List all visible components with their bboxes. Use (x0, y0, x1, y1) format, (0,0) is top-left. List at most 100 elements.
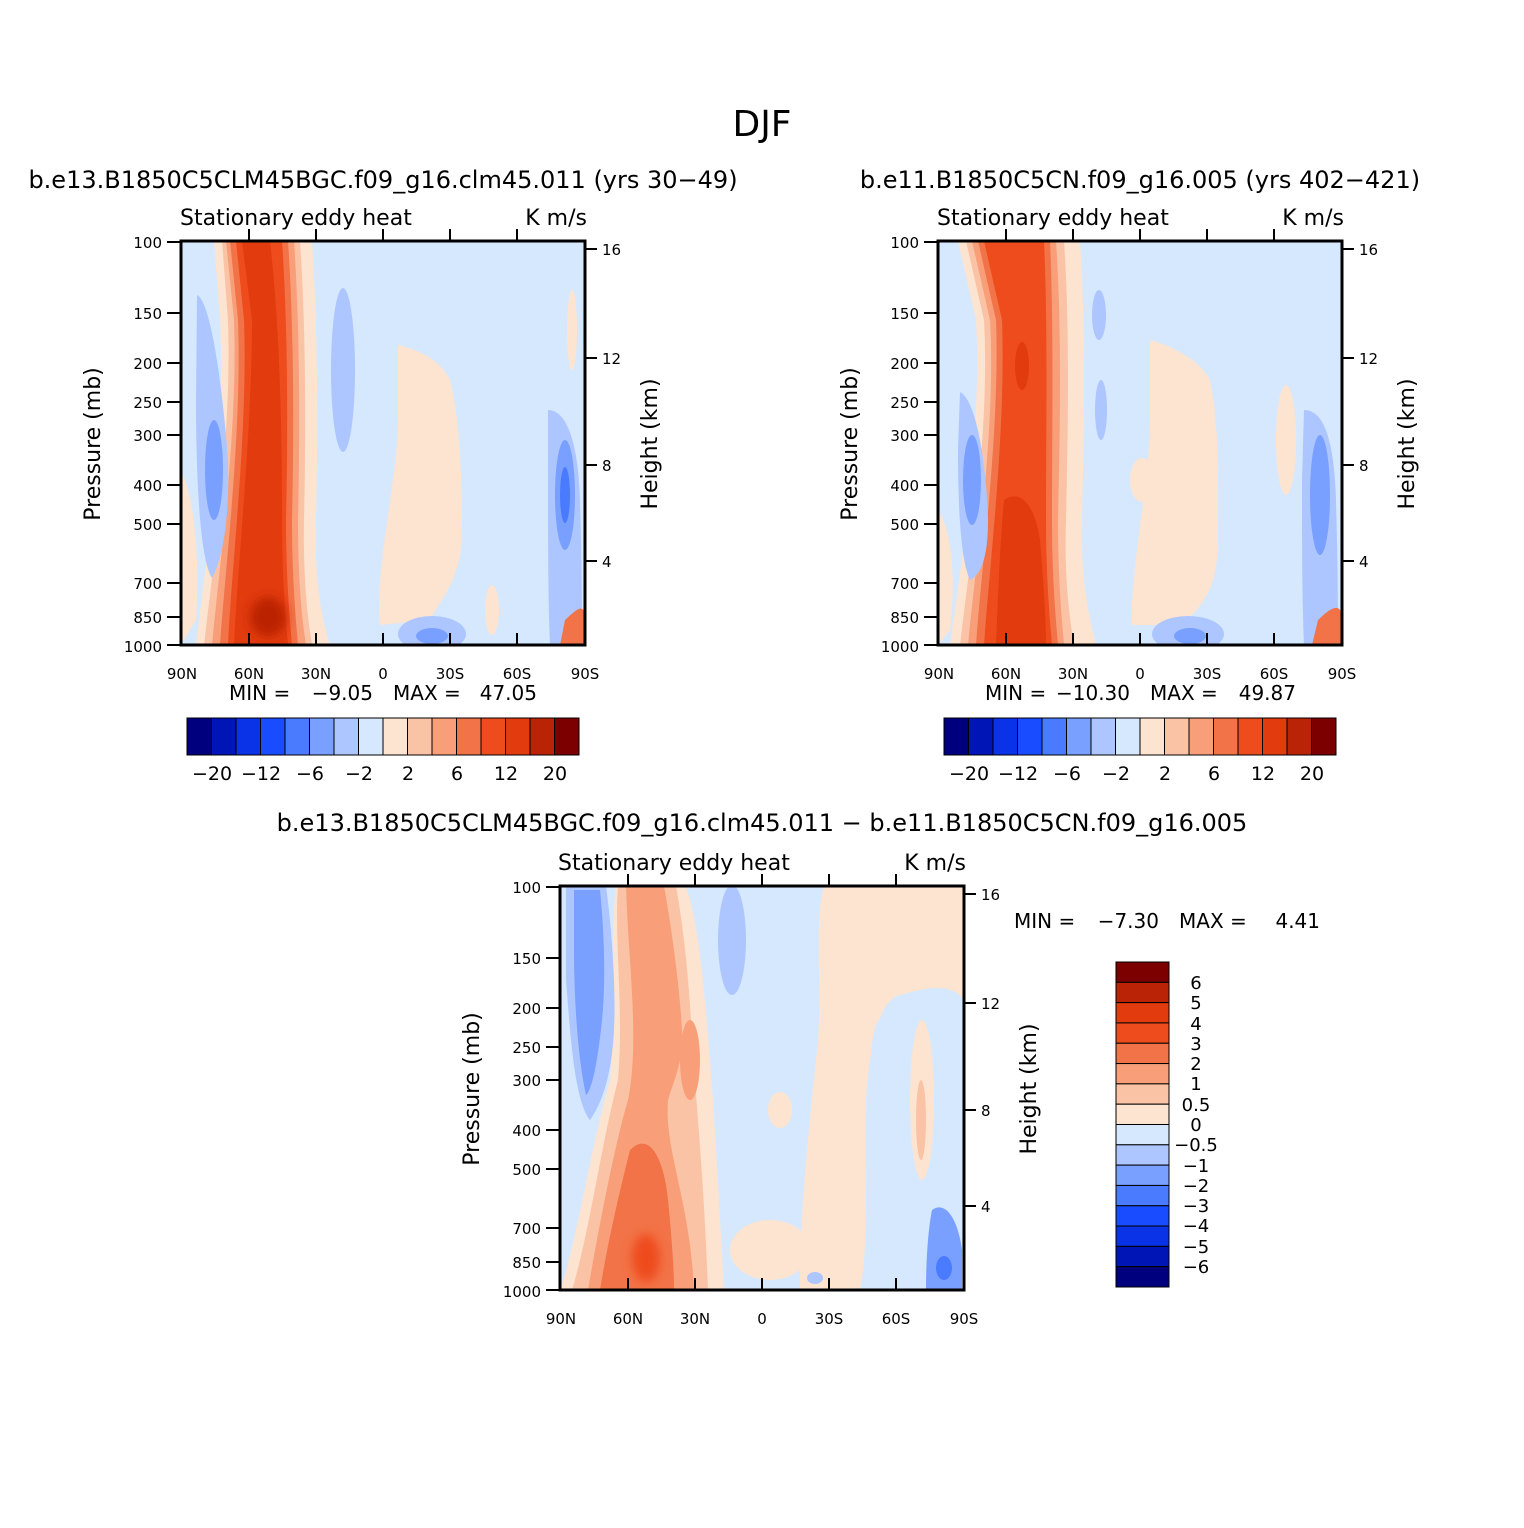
panel-2-y2tick-label: 8 (1359, 457, 1369, 475)
panel-1-ytick-label: 1000 (124, 638, 162, 656)
panel-2-xtick-label: 60S (1260, 665, 1289, 683)
panel-2-colorbar-label: −6 (1053, 763, 1081, 785)
panel-3-xtick-label: 0 (757, 1310, 767, 1328)
panel-2-xtick-label: 90N (924, 665, 954, 683)
panel-1-contour-pos-9 (485, 585, 499, 635)
panel-2-colorbar-label: −20 (949, 763, 989, 785)
panel-2-field (938, 241, 1342, 645)
panel-1-xtick-label: 60N (234, 665, 264, 683)
panel-2-ytick-label: 100 (890, 234, 919, 252)
colorbar-swatch (333, 717, 359, 756)
panel-3-colorbar-label: 3 (1190, 1034, 1201, 1055)
panel-3-ytick-label: 850 (512, 1254, 541, 1272)
panel-3-y2tick-label: 16 (981, 886, 1000, 904)
colorbar-swatch (1164, 717, 1190, 756)
colorbar-swatch (211, 717, 237, 756)
panel-2-contour-pos-9 (1276, 385, 1296, 495)
panel-1-min-value: −9.05 (312, 681, 373, 705)
panel-1-contour-pos-10 (560, 608, 585, 645)
panel-2-ylabel: Pressure (mb) (838, 367, 863, 521)
panel-3-case: b.e13.B1850C5CLM45BGC.f09_g16.clm45.011 … (277, 809, 1248, 837)
panel-2-contour-pos-6 (996, 496, 1046, 645)
panel-3-colorbar-label: −1 (1183, 1156, 1210, 1177)
panel-1-contour-pos-7 (181, 470, 198, 645)
colorbar-swatch (260, 717, 286, 756)
colorbar-swatch (1115, 717, 1141, 756)
panel-1-xtick-label: 90S (571, 665, 600, 683)
panel-3-field (560, 886, 964, 1290)
panel-1-contour-max (250, 597, 286, 637)
panel-3-xtick-label: 60N (613, 1310, 643, 1328)
panel-3-contour-neg-1 (574, 890, 605, 1095)
panel-3-colorbar-label: 4 (1190, 1014, 1201, 1035)
colorbar-swatch (1090, 717, 1116, 756)
panel-2-contour-neg-2 (1092, 290, 1106, 340)
colorbar-swatch (382, 717, 408, 756)
panel-1-colorbar-label: −12 (241, 763, 281, 785)
panel-3-contour-neg-3 (870, 1020, 890, 1140)
panel-2-ytick-label: 300 (890, 427, 919, 445)
panel-3-ylabel: Pressure (mb) (460, 1012, 485, 1166)
panel-3-y2tick-label: 4 (981, 1198, 991, 1216)
panel-3-ytick-label: 500 (512, 1161, 541, 1179)
panel-2-xtick-label: 30S (1193, 665, 1222, 683)
panel-1-y2label: Height (km) (638, 378, 663, 509)
panel-3-max-label: MAX = (1179, 909, 1247, 933)
colorbar-swatch (554, 717, 580, 756)
panel-1-y2tick-label: 12 (602, 350, 621, 368)
panel-2-contour-neg-3 (1095, 380, 1107, 440)
colorbar-swatch (431, 717, 457, 756)
panel-1-colorbar (186, 717, 580, 756)
colorbar-swatch (1115, 981, 1170, 1004)
panel-1-y2tick-label: 16 (602, 241, 621, 259)
panel-2-ytick-label: 700 (890, 575, 919, 593)
panel-1-ytick-label: 400 (133, 477, 162, 495)
panel-3-xtick-label: 30S (815, 1310, 844, 1328)
panel-2-y2label: Height (km) (1395, 378, 1420, 509)
panel-2-contour-pos-10 (1130, 458, 1154, 502)
panel-2: b.e11.B1850C5CN.f09_g16.005 (yrs 402−421… (838, 166, 1420, 785)
colorbar-swatch (505, 717, 531, 756)
panel-1-y2tick-label: 4 (602, 553, 612, 571)
panel-3-colorbar-label: 6 (1190, 973, 1201, 994)
panel-1-contour-neg-7 (560, 467, 570, 523)
panel-1-xtick-label: 0 (378, 665, 388, 683)
panel-2-colorbar-label: 6 (1208, 763, 1220, 785)
panel-2-min-label: MIN = (985, 681, 1046, 705)
panel-2-units: K m/s (1282, 206, 1344, 231)
colorbar-swatch (1115, 1205, 1170, 1227)
panel-2-colorbar-label: 12 (1251, 763, 1275, 785)
panel-3-xtick-label: 30N (680, 1310, 710, 1328)
panel-2-contour-pos-11 (1312, 607, 1342, 645)
panel-1-min-label: MIN = (229, 681, 290, 705)
panel-3-colorbar-label: 5 (1190, 993, 1201, 1014)
colorbar-swatch (529, 717, 555, 756)
panel-1-colorbar-label: 20 (543, 763, 567, 785)
panel-1-ytick-label: 250 (133, 394, 162, 412)
panel-1: b.e13.B1850C5CLM45BGC.f09_g16.clm45.011 … (28, 166, 737, 785)
colorbar-swatch (480, 717, 506, 756)
panel-3-contour-pos-5 (680, 1020, 700, 1100)
panel-1-ytick-label: 300 (133, 427, 162, 445)
panel-1-colorbar-label: −20 (192, 763, 232, 785)
panel-2-ytick-label: 500 (890, 516, 919, 534)
panel-1-contour-pos-6 (379, 345, 462, 625)
colorbar-swatch (1115, 1124, 1170, 1146)
panel-3-units: K m/s (904, 851, 966, 876)
panel-2-contour-pos-8 (938, 510, 953, 645)
panel-1-y2tick-label: 8 (602, 457, 612, 475)
panel-3-contour-neg-2 (718, 886, 746, 995)
panel-1-ytick-label: 100 (133, 234, 162, 252)
panel-3-min-value: −7.30 (1098, 909, 1159, 933)
panel-3-ytick-label: 400 (512, 1122, 541, 1140)
panel-1-axes: Pressure (mb) Height (km) 100 150 200 25… (81, 229, 663, 683)
colorbar-swatch (968, 717, 994, 756)
panel-2-y2tick-label: 4 (1359, 553, 1369, 571)
panel-3-min-label: MIN = (1014, 909, 1075, 933)
colorbar-swatch (1139, 717, 1165, 756)
panel-3-contour-neg-5 (936, 1256, 952, 1280)
panel-1-colorbar-label: 6 (451, 763, 463, 785)
panel-2-max-label: MAX = (1150, 681, 1218, 705)
panel-2-contour-pos-5 (1015, 342, 1029, 390)
